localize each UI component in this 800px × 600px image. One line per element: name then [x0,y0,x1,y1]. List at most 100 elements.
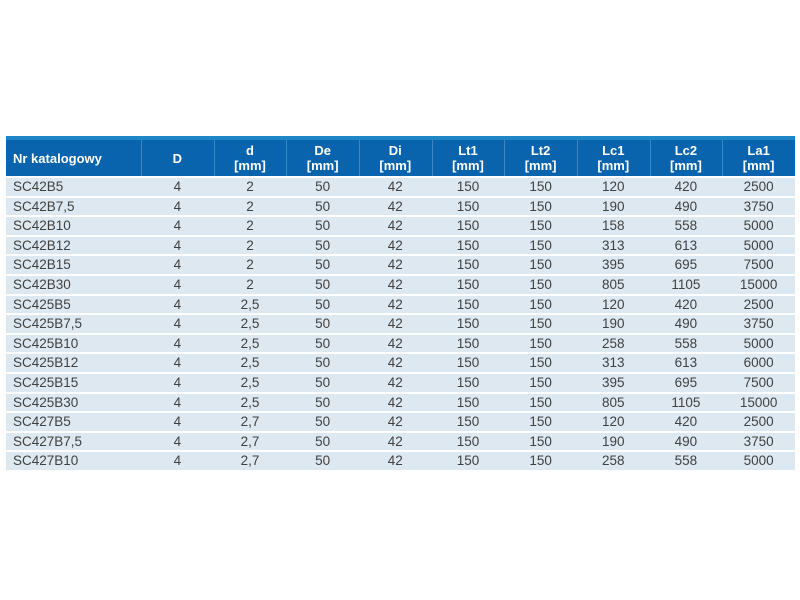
cell-De: 50 [286,371,359,392]
cell-Lt1: 150 [431,391,505,412]
table-row: SC42B10 4 2 50 42 150 150 158 558 5000 [6,215,795,235]
cell-Di: 42 [358,293,432,314]
cell-d: 2 [213,195,287,216]
table-row: SC425B12 4 2,5 50 42 150 150 313 613 6000 [6,352,795,372]
cell-Lt1: 150 [431,371,505,392]
table-row: SC425B10 4 2,5 50 42 150 150 258 558 5000 [6,332,795,353]
cell-La1: 15000 [722,273,795,294]
cell-De: 50 [286,176,359,196]
cell-Lt1: 150 [431,450,505,470]
cell-De: 50 [286,352,359,372]
cell-Lc2: 558 [649,450,723,470]
column-unit: [mm] [306,158,339,173]
cell-D: 4 [141,254,214,274]
cell-catalog-number: SC42B7,5 [6,195,141,216]
cell-Lc1: 805 [576,273,650,294]
column-header-Lt1: Lt1 [mm] [431,136,505,176]
column-header-text: Lc1 [mm] [577,140,650,176]
cell-catalog-number: SC42B12 [6,234,141,255]
column-header-text: Di [mm] [359,140,432,176]
cell-Lc1: 120 [576,176,650,196]
cell-Lc1: 258 [576,450,650,470]
cell-Lc1: 190 [576,313,650,333]
cell-catalog-number: SC425B15 [6,371,141,392]
cell-d: 2,5 [213,313,287,333]
cell-d: 2 [213,254,287,274]
cell-Di: 42 [358,450,432,470]
cell-D: 4 [141,391,214,412]
cell-Di: 42 [358,332,432,353]
column-label: Lc2 [674,143,698,158]
column-header-text: Lt1 [mm] [432,140,505,176]
cell-D: 4 [141,273,214,294]
cell-La1: 7500 [722,371,795,392]
cell-De: 50 [286,430,359,451]
cell-La1: 2500 [722,293,795,314]
cell-Lc1: 395 [576,254,650,274]
cell-D: 4 [141,293,214,314]
table-row: SC425B30 4 2,5 50 42 150 150 805 1105 15000 [6,391,795,412]
cell-La1: 5000 [722,234,795,255]
cell-d: 2,5 [213,293,287,314]
column-label: d [246,143,254,158]
cell-Lc2: 613 [649,234,723,255]
column-label: Lc1 [602,143,625,158]
cell-catalog-number: SC425B12 [6,352,141,372]
cell-Lc1: 313 [576,234,650,255]
cell-Lc2: 420 [649,176,723,196]
cell-d: 2 [213,176,287,196]
cell-d: 2,5 [213,352,287,372]
table-row: SC427B5 4 2,7 50 42 150 150 120 420 2500 [6,411,795,431]
cell-catalog-number: SC42B15 [6,254,141,274]
cell-Lt2: 150 [504,313,577,333]
cell-Lt1: 150 [431,254,505,274]
column-label: Di [388,143,402,158]
cell-Di: 42 [358,352,432,372]
column-header-text: La1 [mm] [722,140,795,176]
cell-d: 2 [213,234,287,255]
cell-Lt2: 150 [504,391,577,412]
cell-De: 50 [286,450,359,470]
cell-Lc2: 613 [649,352,723,372]
cell-D: 4 [141,215,214,235]
cell-Lc1: 258 [576,332,650,353]
cell-Lc1: 120 [576,293,650,314]
cell-Lt1: 150 [431,411,505,431]
cell-La1: 5000 [722,332,795,353]
cell-Di: 42 [358,176,432,196]
cell-Di: 42 [358,195,432,216]
cell-d: 2,7 [213,411,287,431]
table-row: SC42B15 4 2 50 42 150 150 395 695 7500 [6,254,795,274]
cell-Lc1: 313 [576,352,650,372]
cell-Lc2: 420 [649,293,723,314]
cell-D: 4 [141,195,214,216]
cell-La1: 5000 [722,450,795,470]
cell-Lc2: 558 [649,215,723,235]
cell-Lt2: 150 [504,215,577,235]
cell-Lc2: 490 [649,313,723,333]
cell-D: 4 [141,411,214,431]
table-row: SC42B12 4 2 50 42 150 150 313 613 5000 [6,234,795,255]
column-unit: [mm] [524,158,557,173]
column-header-Lt2: Lt2 [mm] [504,136,577,176]
cell-Lc1: 158 [576,215,650,235]
cell-Lt2: 150 [504,450,577,470]
table-row: SC42B5 4 2 50 42 150 150 120 420 2500 [6,176,795,196]
cell-Lt2: 150 [504,176,577,196]
table-row: SC42B30 4 2 50 42 150 150 805 1105 15000 [6,273,795,294]
cell-Di: 42 [358,313,432,333]
cell-Lt1: 150 [431,352,505,372]
cell-Lc1: 395 [576,371,650,392]
cell-d: 2,7 [213,430,287,451]
cell-La1: 3750 [722,195,795,216]
cell-catalog-number: SC425B5 [6,293,141,314]
column-header-Lc2: Lc2 [mm] [649,136,723,176]
cell-Di: 42 [358,430,432,451]
cell-De: 50 [286,254,359,274]
column-header-catalog_number: Nr katalogowy [6,136,141,176]
column-header-text: d [mm] [214,140,287,176]
cell-D: 4 [141,450,214,470]
cell-Lc2: 695 [649,371,723,392]
table-row: SC427B7,5 4 2,7 50 42 150 150 190 490 3750 [6,430,795,451]
